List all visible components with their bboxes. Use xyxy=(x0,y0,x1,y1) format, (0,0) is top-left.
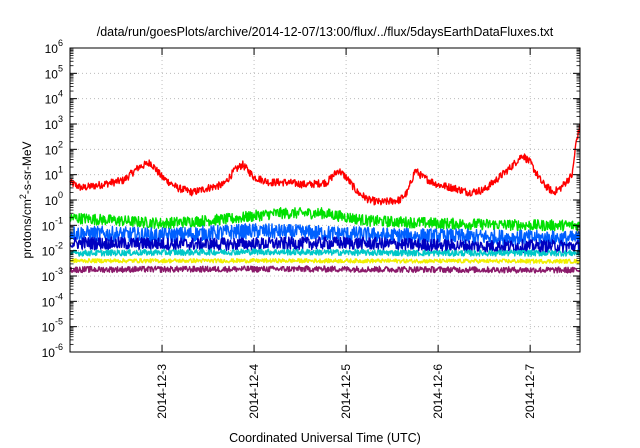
y-axis-ticks: 10-6 10-5 10-4 10-3 10-2 10-1 100 101 102 103 104 1… xyxy=(42,38,580,360)
y-tick-label: 103 xyxy=(45,114,63,132)
y-tick-label: 10-6 xyxy=(42,342,63,360)
x-tick-label: 2014-12-6 xyxy=(431,364,445,419)
grid-lines xyxy=(70,48,580,352)
y-tick-label: 10-5 xyxy=(42,317,63,335)
series-line xyxy=(69,265,581,274)
x-tick-label: 2014-12-3 xyxy=(155,364,169,419)
y-tick-label: 10-3 xyxy=(42,266,63,284)
series-line xyxy=(69,207,581,232)
y-tick-label: 102 xyxy=(45,139,63,157)
x-axis-label: Coordinated Universal Time (UTC) xyxy=(229,431,421,445)
series-line xyxy=(69,223,581,247)
x-tick-label: 2014-12-5 xyxy=(339,364,353,419)
y-tick-label: 101 xyxy=(45,165,63,183)
y-tick-label: 105 xyxy=(45,63,63,81)
y-tick-label: 100 xyxy=(45,190,63,208)
x-tick-label: 2014-12-7 xyxy=(523,364,537,419)
y-axis-label: protons/cm2-s-sr-MeV xyxy=(18,141,34,258)
chart-title: /data/run/goesPlots/archive/2014-12-07/1… xyxy=(97,25,554,39)
series-line xyxy=(69,236,581,254)
y-tick-label: 10-4 xyxy=(42,291,63,309)
x-tick-label: 2014-12-4 xyxy=(247,364,261,419)
series-group xyxy=(69,124,581,274)
series-line xyxy=(69,248,581,257)
y-tick-label: 10-1 xyxy=(42,215,63,233)
series-line xyxy=(69,258,581,264)
x-axis-ticks: 2014-12-3 2014-12-4 2014-12-5 2014-12-6 2014… xyxy=(155,48,537,419)
series-line xyxy=(69,124,581,206)
y-tick-label: 106 xyxy=(45,38,63,56)
y-tick-label: 104 xyxy=(45,89,63,107)
y-tick-label: 10-2 xyxy=(42,241,63,259)
